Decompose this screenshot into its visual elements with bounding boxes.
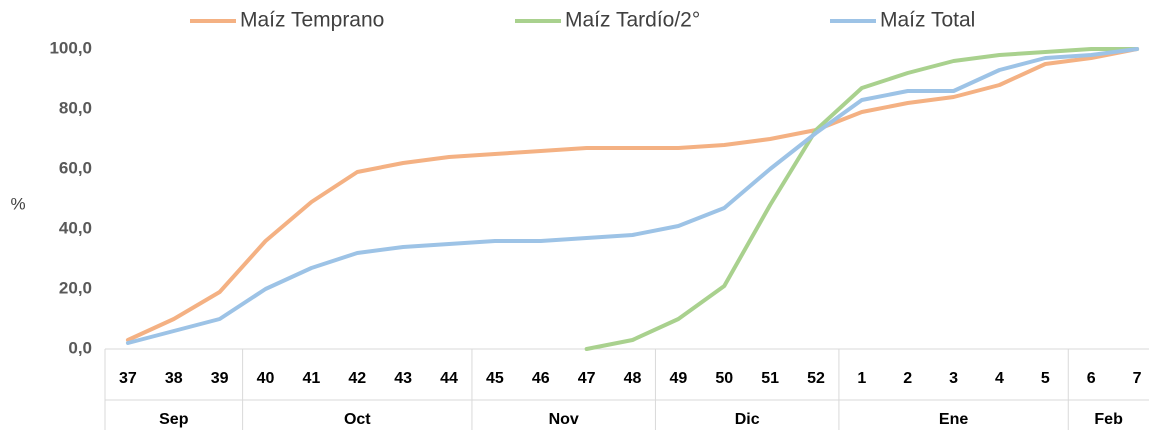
x-tick-label: 43 xyxy=(394,370,412,387)
y-tick-label: 0,0 xyxy=(68,338,92,357)
y-tick-label: 80,0 xyxy=(59,98,92,117)
x-tick-label: 38 xyxy=(165,370,183,387)
x-tick-label: 47 xyxy=(578,370,596,387)
group-label: Feb xyxy=(1094,411,1123,428)
x-tick-label: 3 xyxy=(949,370,958,387)
x-tick-label: 50 xyxy=(715,370,733,387)
y-tick-label: 40,0 xyxy=(59,218,92,237)
group-label: Ene xyxy=(939,411,968,428)
legend-label: Maíz Temprano xyxy=(240,9,384,32)
x-tick-label: 45 xyxy=(486,370,504,387)
x-tick-label: 49 xyxy=(669,370,687,387)
series-line xyxy=(125,47,1140,345)
x-tick-label: 44 xyxy=(440,370,458,387)
x-tick-label: 7 xyxy=(1133,370,1142,387)
legend-label: Maíz Tardío/2° xyxy=(565,9,700,32)
x-tick-label: 42 xyxy=(348,370,366,387)
y-axis-label: % xyxy=(10,194,25,213)
x-tick-label: 41 xyxy=(303,370,321,387)
y-tick-label: 60,0 xyxy=(59,158,92,177)
legend-label: Maíz Total xyxy=(880,9,975,32)
group-label: Dic xyxy=(735,411,760,428)
x-tick-label: 5 xyxy=(1041,370,1050,387)
series-line xyxy=(125,47,1140,342)
x-tick-label: 2 xyxy=(903,370,912,387)
group-label: Oct xyxy=(344,411,371,428)
y-tick-label: 20,0 xyxy=(59,278,92,297)
x-tick-label: 37 xyxy=(119,370,137,387)
x-tick-label: 4 xyxy=(995,370,1004,387)
x-tick-label: 48 xyxy=(624,370,642,387)
x-tick-label: 52 xyxy=(807,370,825,387)
x-tick-label: 40 xyxy=(257,370,275,387)
x-tick-label: 46 xyxy=(532,370,550,387)
group-label: Nov xyxy=(549,411,579,428)
group-label: Sep xyxy=(159,411,189,428)
y-tick-label: 100,0 xyxy=(49,38,92,57)
x-tick-label: 1 xyxy=(857,370,866,387)
series-line xyxy=(584,47,1140,351)
x-tick-label: 51 xyxy=(761,370,779,387)
x-tick-label: 6 xyxy=(1087,370,1096,387)
x-tick-label: 39 xyxy=(211,370,229,387)
